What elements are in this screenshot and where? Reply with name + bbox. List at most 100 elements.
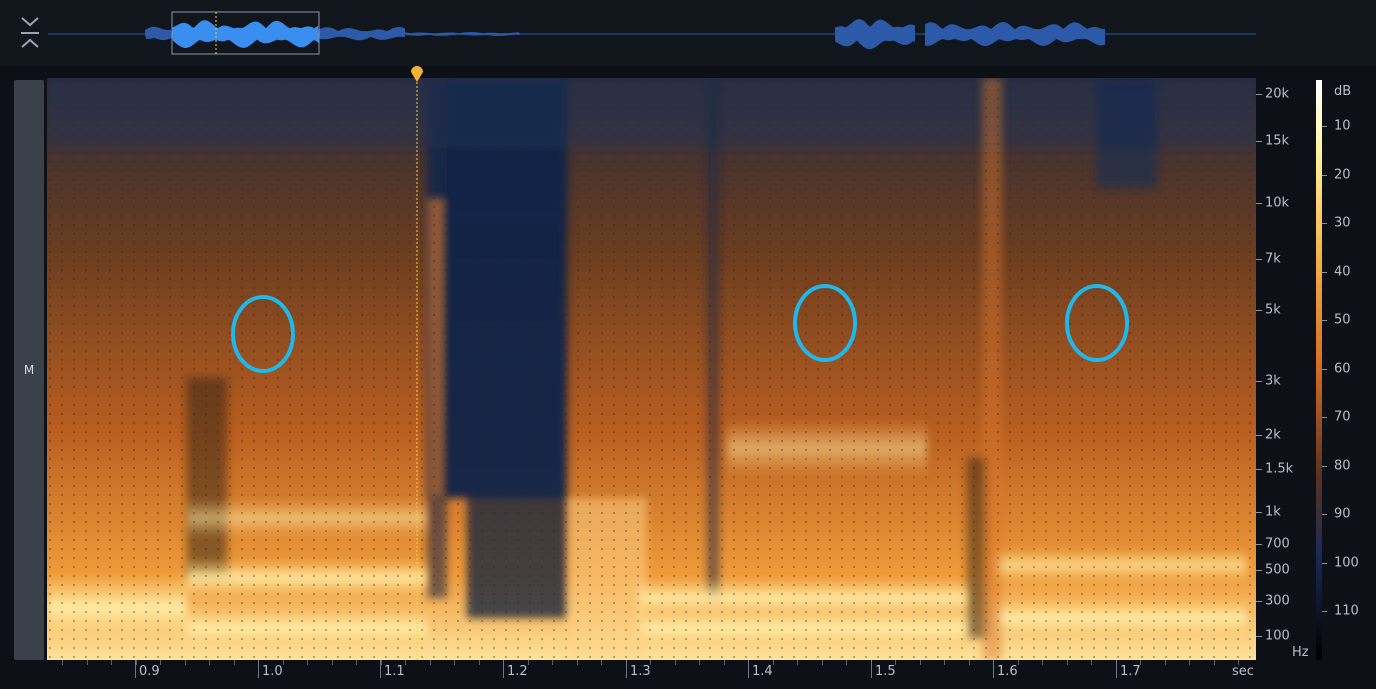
- db-tick: [1322, 611, 1327, 612]
- db-tick: [1322, 563, 1327, 564]
- time-minor-tick: [846, 660, 847, 665]
- time-minor-tick: [920, 660, 921, 665]
- time-minor-tick: [111, 660, 112, 665]
- time-minor-tick: [62, 660, 63, 665]
- time-minor-tick: [675, 660, 676, 665]
- time-minor-tick: [381, 660, 382, 665]
- db-tick-label: 90: [1334, 506, 1351, 522]
- time-minor-tick: [724, 660, 725, 665]
- frequency-tick-label: 10k: [1265, 195, 1290, 211]
- frequency-tick-label: 500: [1265, 562, 1290, 578]
- frequency-tick-label: 300: [1265, 593, 1290, 609]
- frequency-tick-label: 100: [1265, 628, 1290, 644]
- time-tick-label: 1.0: [262, 664, 283, 679]
- frequency-tick: [1256, 259, 1262, 260]
- time-tick-label: 1.4: [752, 664, 773, 679]
- time-tick-label: 1.3: [630, 664, 651, 679]
- time-axis[interactable]: 0.9 1.0 1.1 1.2 1.3 1.4 1.5 1.6 1.7: [47, 660, 1256, 689]
- time-minor-tick: [209, 660, 210, 665]
- frequency-tick-label: 1.5k: [1265, 461, 1294, 477]
- time-minor-tick: [577, 660, 578, 665]
- frequency-tick: [1256, 636, 1262, 637]
- frequency-tick: [1256, 141, 1262, 142]
- time-minor-tick: [454, 660, 455, 665]
- overview-waveform[interactable]: [0, 0, 1376, 66]
- db-axis: 10 20 30 40 50 60 70 80 90 100 110: [1322, 80, 1376, 660]
- time-tick-label: 1.5: [875, 664, 896, 679]
- time-minor-tick: [773, 660, 774, 665]
- time-tick: [503, 660, 504, 678]
- db-tick-label: 80: [1334, 458, 1351, 474]
- frequency-tick-label: 700: [1265, 536, 1290, 552]
- channel-label: M: [23, 363, 35, 377]
- time-minor-tick: [160, 660, 161, 665]
- time-minor-tick: [797, 660, 798, 665]
- time-tick-label: 1.6: [997, 664, 1018, 679]
- db-tick-label: 10: [1334, 118, 1351, 134]
- time-tick: [748, 660, 749, 678]
- frequency-tick: [1256, 512, 1262, 513]
- db-tick: [1322, 126, 1327, 127]
- time-tick-label: 0.9: [139, 664, 160, 679]
- time-minor-tick: [1042, 660, 1043, 665]
- annotation-ring-2: [793, 284, 857, 362]
- annotation-ring-1: [231, 295, 295, 373]
- db-tick-label: 60: [1334, 361, 1351, 377]
- frequency-unit-label: Hz: [1292, 645, 1309, 660]
- frequency-tick: [1256, 570, 1262, 571]
- frequency-tick: [1256, 381, 1262, 382]
- collapse-chevrons-icon[interactable]: [18, 14, 42, 52]
- time-tick: [871, 660, 872, 678]
- time-minor-tick: [283, 660, 284, 665]
- time-tick: [135, 660, 136, 678]
- db-tick: [1322, 514, 1327, 515]
- db-tick: [1322, 369, 1327, 370]
- time-minor-tick: [307, 660, 308, 665]
- db-tick: [1322, 320, 1327, 321]
- time-minor-tick: [430, 660, 431, 665]
- time-tick-label: 1.1: [384, 664, 405, 679]
- time-minor-tick: [969, 660, 970, 665]
- db-colorbar: [1316, 80, 1322, 660]
- time-tick: [626, 660, 627, 678]
- time-minor-tick: [1140, 660, 1141, 665]
- time-minor-tick: [1091, 660, 1092, 665]
- db-unit-label: dB: [1334, 84, 1352, 99]
- time-unit-label: sec: [1232, 664, 1254, 679]
- time-minor-tick: [895, 660, 896, 665]
- frequency-tick: [1256, 310, 1262, 311]
- frequency-tick: [1256, 435, 1262, 436]
- time-tick-label: 1.2: [507, 664, 528, 679]
- db-tick-label: 70: [1334, 409, 1351, 425]
- frequency-tick-label: 7k: [1265, 251, 1281, 267]
- db-tick: [1322, 223, 1327, 224]
- time-minor-tick: [699, 660, 700, 665]
- channel-strip[interactable]: M: [14, 80, 44, 660]
- time-minor-tick: [185, 660, 186, 665]
- db-tick-label: 20: [1334, 167, 1351, 183]
- db-tick-label: 30: [1334, 215, 1351, 231]
- time-minor-tick: [479, 660, 480, 665]
- time-tick-label: 1.7: [1120, 664, 1141, 679]
- frequency-tick-label: 15k: [1265, 133, 1290, 149]
- time-tick: [993, 660, 994, 678]
- spectrogram-texture: [47, 78, 1256, 660]
- time-minor-tick: [601, 660, 602, 665]
- annotation-ring-3: [1065, 284, 1129, 362]
- db-tick-label: 100: [1334, 555, 1359, 571]
- frequency-tick: [1256, 203, 1262, 204]
- time-minor-tick: [1189, 660, 1190, 665]
- overview-view-selection[interactable]: [171, 11, 320, 55]
- playhead-marker-icon[interactable]: [409, 63, 425, 87]
- time-tick: [1116, 660, 1117, 678]
- time-minor-tick: [405, 660, 406, 665]
- overview-waveform-bar[interactable]: [0, 0, 1376, 66]
- time-tick: [258, 660, 259, 678]
- frequency-tick-label: 3k: [1265, 373, 1281, 389]
- spectrogram-view[interactable]: [47, 78, 1256, 660]
- time-minor-tick: [356, 660, 357, 665]
- time-minor-tick: [1018, 660, 1019, 665]
- db-tick-label: 50: [1334, 312, 1351, 328]
- db-tick: [1322, 466, 1327, 467]
- frequency-tick: [1256, 544, 1262, 545]
